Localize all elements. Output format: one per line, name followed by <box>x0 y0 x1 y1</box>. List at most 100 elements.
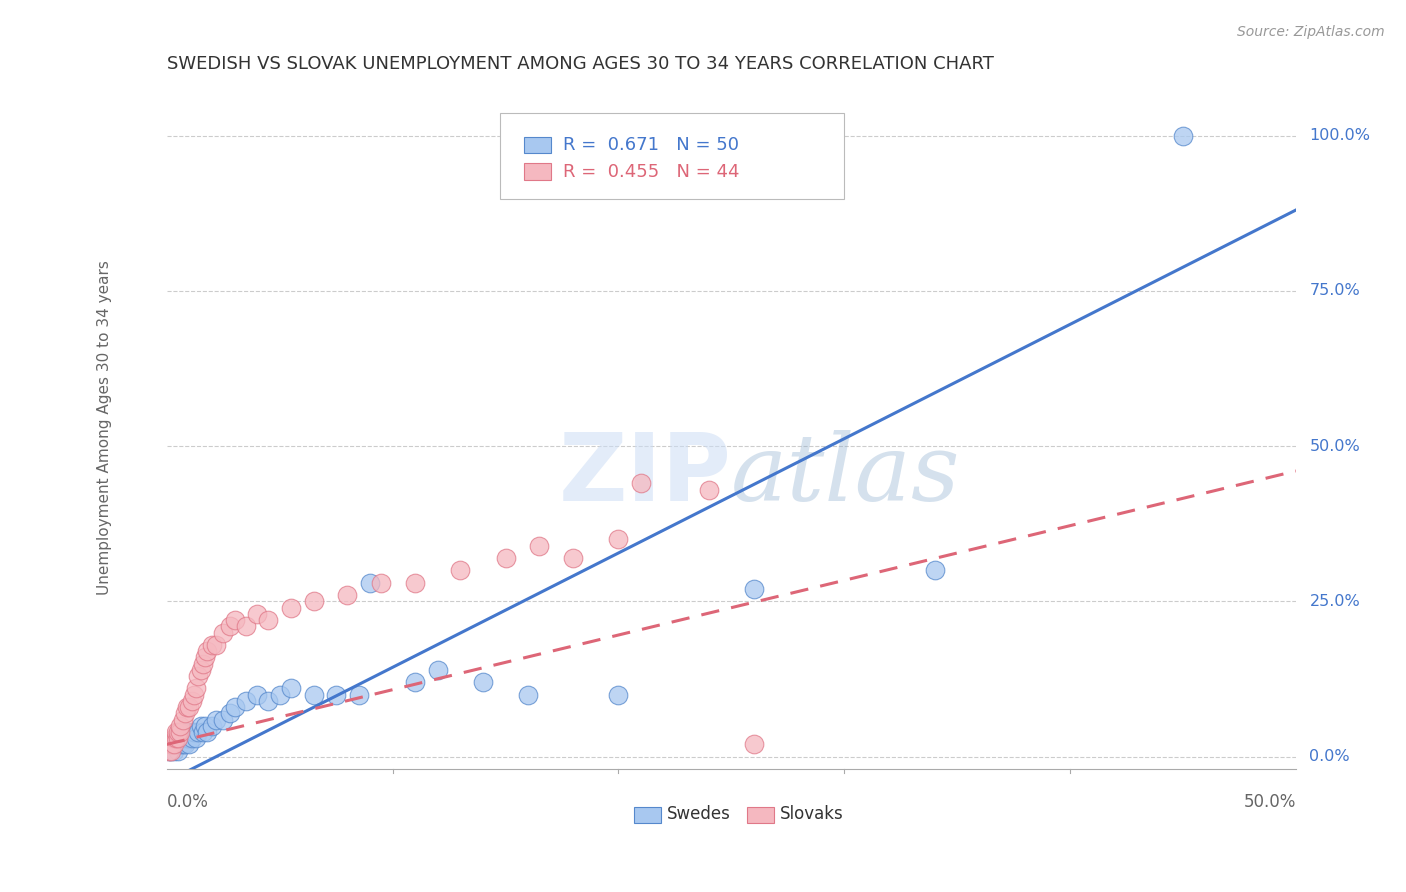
Point <box>197 725 219 739</box>
Point <box>235 694 257 708</box>
Point <box>162 737 184 751</box>
Point <box>201 719 224 733</box>
Point <box>517 688 540 702</box>
Point <box>183 688 205 702</box>
Point <box>219 706 242 721</box>
Text: atlas: atlas <box>731 430 960 520</box>
Point <box>302 688 325 702</box>
Point <box>246 688 269 702</box>
Point <box>224 613 246 627</box>
Point <box>630 476 652 491</box>
FancyBboxPatch shape <box>523 136 551 153</box>
FancyBboxPatch shape <box>634 806 661 823</box>
Point <box>219 619 242 633</box>
Point <box>169 725 191 739</box>
Point <box>449 563 471 577</box>
Point <box>169 731 191 746</box>
Point <box>160 743 183 757</box>
Point <box>169 737 191 751</box>
Point <box>212 625 235 640</box>
Point <box>495 551 517 566</box>
Point <box>359 575 381 590</box>
Text: R =  0.671   N = 50: R = 0.671 N = 50 <box>562 136 740 154</box>
Point <box>212 713 235 727</box>
Point <box>697 483 720 497</box>
Point <box>167 743 190 757</box>
Point <box>562 551 585 566</box>
Point <box>165 725 187 739</box>
Point <box>191 657 214 671</box>
Point <box>157 743 180 757</box>
Text: 100.0%: 100.0% <box>1309 128 1371 143</box>
Point <box>167 731 190 746</box>
Point <box>167 725 190 739</box>
Point <box>179 737 201 751</box>
Point <box>173 706 195 721</box>
Text: 50.0%: 50.0% <box>1309 439 1360 454</box>
Text: R =  0.455   N = 44: R = 0.455 N = 44 <box>562 162 740 181</box>
Point <box>471 675 494 690</box>
Point <box>187 669 209 683</box>
Point <box>607 533 630 547</box>
Point <box>197 644 219 658</box>
Point <box>165 731 187 746</box>
Point <box>160 737 183 751</box>
Point <box>224 700 246 714</box>
Point <box>280 681 302 696</box>
Text: 0.0%: 0.0% <box>167 793 208 811</box>
Point <box>347 688 370 702</box>
Point <box>160 743 183 757</box>
Point <box>179 700 201 714</box>
Point <box>157 743 180 757</box>
Point <box>180 725 202 739</box>
Point <box>742 582 765 596</box>
Point <box>194 650 217 665</box>
Point <box>176 731 198 746</box>
Text: SWEDISH VS SLOVAK UNEMPLOYMENT AMONG AGES 30 TO 34 YEARS CORRELATION CHART: SWEDISH VS SLOVAK UNEMPLOYMENT AMONG AGE… <box>167 55 994 73</box>
Point <box>162 737 184 751</box>
Point <box>180 694 202 708</box>
Point <box>280 600 302 615</box>
Point <box>165 737 187 751</box>
FancyBboxPatch shape <box>501 113 844 199</box>
Point <box>205 713 228 727</box>
Point <box>302 594 325 608</box>
Point <box>162 731 184 746</box>
Point <box>269 688 291 702</box>
Point <box>172 731 194 746</box>
Point <box>1171 128 1194 143</box>
Point <box>426 663 449 677</box>
Point <box>186 681 208 696</box>
Point <box>235 619 257 633</box>
Point <box>529 539 551 553</box>
Point <box>167 737 190 751</box>
Text: 75.0%: 75.0% <box>1309 284 1360 298</box>
Point <box>160 737 183 751</box>
Point <box>176 725 198 739</box>
Point <box>404 675 426 690</box>
Text: Source: ZipAtlas.com: Source: ZipAtlas.com <box>1237 25 1385 39</box>
Point <box>336 588 359 602</box>
Point <box>370 575 392 590</box>
Point <box>179 731 201 746</box>
Point <box>404 575 426 590</box>
Point <box>176 700 198 714</box>
Point <box>201 638 224 652</box>
Point <box>165 731 187 746</box>
Point <box>257 694 280 708</box>
Point <box>173 737 195 751</box>
Point <box>194 719 217 733</box>
FancyBboxPatch shape <box>523 163 551 180</box>
Point <box>169 719 191 733</box>
Text: ZIP: ZIP <box>558 429 731 521</box>
FancyBboxPatch shape <box>747 806 775 823</box>
Text: 0.0%: 0.0% <box>1309 749 1350 764</box>
Point <box>191 725 214 739</box>
Point <box>205 638 228 652</box>
Point <box>742 737 765 751</box>
Point <box>325 688 347 702</box>
Text: Slovaks: Slovaks <box>780 805 844 822</box>
Point <box>257 613 280 627</box>
Point <box>180 731 202 746</box>
Text: 25.0%: 25.0% <box>1309 594 1360 609</box>
